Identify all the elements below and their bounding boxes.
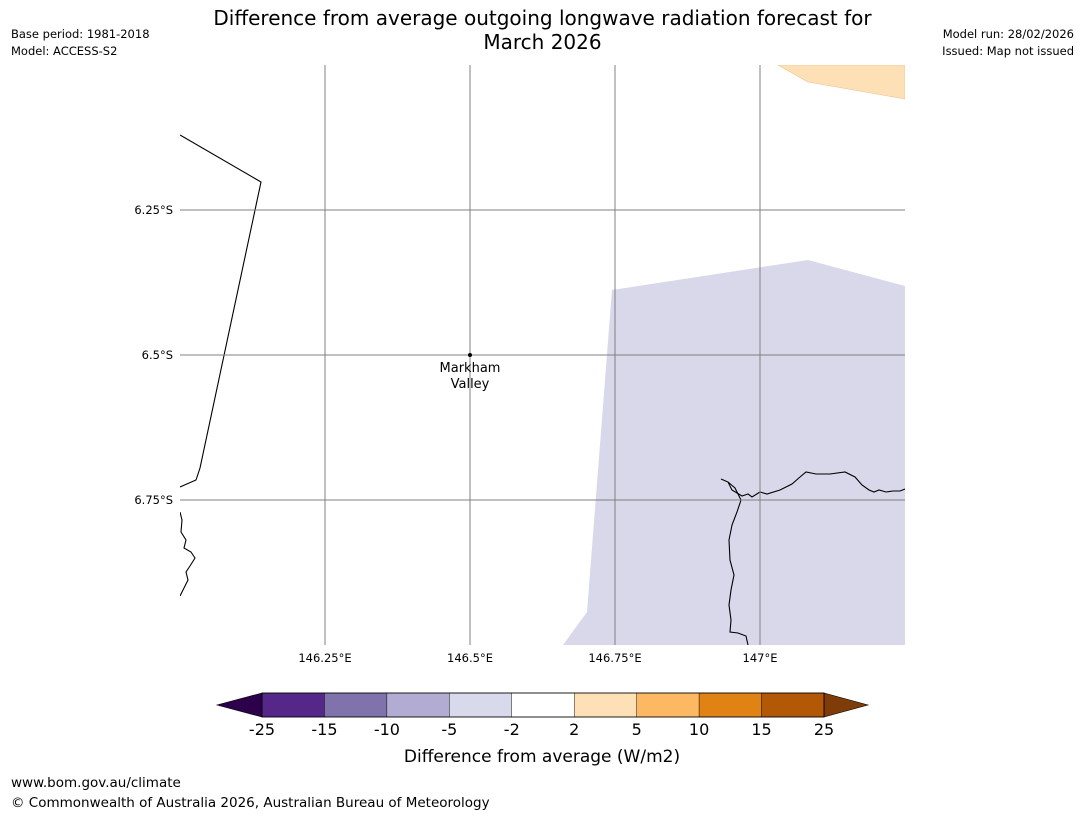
base-period-text: Base period: 1981-2018 — [11, 27, 150, 41]
latitude-labels: 6.25°S 6.5°S 6.75°S — [134, 203, 173, 507]
location-dot — [468, 353, 472, 357]
lon-label: 147°E — [743, 651, 778, 665]
longitude-labels: 146.25°E 146.5°E 146.75°E 147°E — [298, 651, 777, 665]
meta-right: Model run: 28/02/2026 Issued: Map not is… — [942, 26, 1074, 60]
lat-label: 6.25°S — [134, 203, 173, 217]
coastline-west — [180, 134, 262, 488]
colorbar-over-arrow — [823, 692, 870, 718]
map-title: Difference from average outgoing longwav… — [0, 6, 1085, 54]
footer-url: www.bom.gov.au/climate — [11, 775, 181, 791]
river — [727, 481, 749, 645]
coastline-west-lower — [180, 511, 196, 597]
colorbar-segment — [261, 692, 325, 718]
orange-anomaly-region — [777, 65, 905, 100]
colorbar-segment — [511, 692, 575, 718]
colorbar-tick-label: -5 — [441, 720, 457, 739]
colorbar-tick-label: -25 — [249, 720, 275, 739]
colorbar-tick-label: 15 — [751, 720, 771, 739]
colorbar-tick-label: 25 — [814, 720, 834, 739]
purple-anomaly-region — [563, 260, 905, 645]
lat-label: 6.5°S — [142, 348, 173, 362]
gridlines — [180, 65, 905, 645]
colorbar-segment — [698, 692, 762, 718]
lon-label: 146.25°E — [298, 651, 351, 665]
model-run-text: Model run: 28/02/2026 — [942, 27, 1074, 41]
lon-label: 146.5°E — [447, 651, 493, 665]
colorbar-segment — [574, 692, 637, 718]
location-label-line2: Valley — [451, 377, 490, 392]
map-title-line1: Difference from average outgoing longwav… — [213, 6, 872, 30]
map-title-line2: March 2026 — [483, 30, 602, 54]
footer-copyright: © Commonwealth of Australia 2026, Austra… — [11, 795, 490, 811]
colorbar-under-arrow — [215, 692, 263, 718]
colorbar-tick-label: 2 — [569, 720, 579, 739]
colorbar-tick-label: 10 — [689, 720, 709, 739]
location-label-line1: Markham — [440, 361, 501, 376]
lat-label: 6.75°S — [134, 493, 173, 507]
coastline-east — [720, 471, 905, 498]
colorbar-outline — [261, 692, 825, 718]
colorbar-title: Difference from average (W/m2) — [404, 747, 680, 767]
colorbar: -25 -15 -10 -5 -2 2 5 10 15 25 — [215, 692, 870, 739]
lon-label: 146.75°E — [588, 651, 641, 665]
location-marker: Markham Valley — [440, 353, 501, 392]
colorbar-segment — [636, 692, 700, 718]
colorbar-tick-label: -2 — [504, 720, 520, 739]
colorbar-segment — [324, 692, 388, 718]
colorbar-tick-label: -10 — [374, 720, 400, 739]
map-frame — [180, 65, 905, 645]
colorbar-segment — [449, 692, 512, 718]
issued-text: Issued: Map not issued — [942, 44, 1074, 58]
colorbar-segment — [386, 692, 450, 718]
colorbar-segment — [761, 692, 825, 718]
meta-left: Base period: 1981-2018 Model: ACCESS-S2 — [11, 26, 150, 60]
colorbar-tick-label: 5 — [632, 720, 642, 739]
colorbar-tick-label: -15 — [311, 720, 337, 739]
model-text: Model: ACCESS-S2 — [11, 44, 118, 58]
